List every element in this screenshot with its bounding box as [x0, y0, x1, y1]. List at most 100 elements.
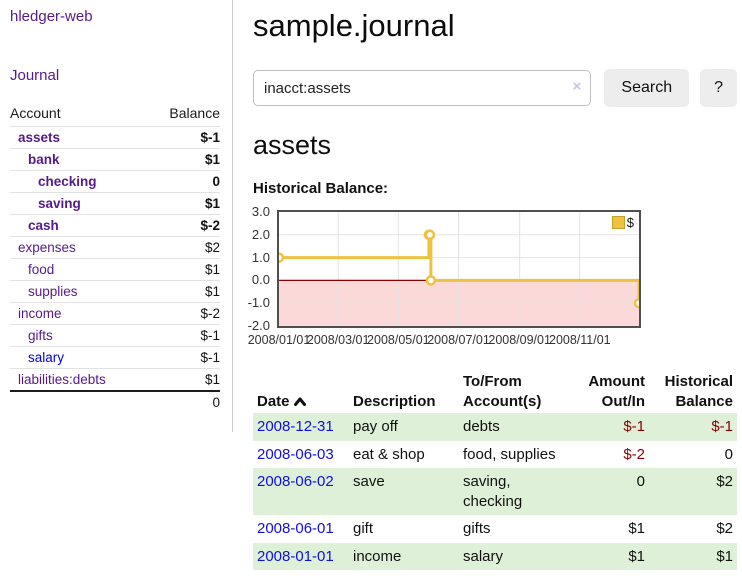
- account-row: checking 0: [10, 170, 220, 193]
- register-row: 2008-01-01 income salary $1 $1: [253, 542, 737, 570]
- account-balance: $-2: [147, 302, 220, 325]
- clear-search-icon[interactable]: ×: [572, 78, 582, 95]
- y-tick-label: 1.0: [251, 249, 270, 265]
- accounts-total-row: 0: [10, 390, 220, 413]
- register-row: 2008-06-03 eat & shop food, supplies $-2 0: [253, 441, 737, 469]
- brand-link[interactable]: hledger-web: [10, 8, 93, 25]
- account-row: income $-2: [10, 302, 220, 325]
- y-tick-label: 3.0: [251, 204, 270, 219]
- register-row: 2008-06-01 gift gifts $1 $2: [253, 515, 737, 543]
- account-link-liabilities-debts[interactable]: liabilities:debts: [18, 372, 106, 387]
- account-balance: 0: [147, 170, 220, 193]
- account-row: saving $1: [10, 192, 220, 215]
- transaction-date-link[interactable]: 2008-12-31: [257, 418, 334, 435]
- account-link-saving[interactable]: saving: [38, 196, 81, 211]
- account-link-food[interactable]: food: [28, 262, 55, 277]
- account-row: liabilities:debts $1: [10, 368, 220, 391]
- transaction-amount: $1: [577, 542, 649, 570]
- transaction-date-link[interactable]: 2008-06-02: [257, 473, 334, 490]
- transaction-description: gift: [353, 520, 374, 537]
- transaction-amount: $-2: [623, 445, 645, 463]
- account-link-income[interactable]: income: [18, 306, 62, 321]
- account-link-bank[interactable]: bank: [28, 152, 60, 167]
- search-input[interactable]: [253, 70, 592, 106]
- chart-title: Historical Balance:: [253, 180, 389, 197]
- chart-plot-area[interactable]: $: [277, 210, 641, 328]
- account-link-expenses[interactable]: expenses: [18, 240, 76, 255]
- account-row: expenses $2: [10, 236, 220, 259]
- account-balance: $1: [147, 280, 220, 303]
- accounts-header-balance: Balance: [169, 105, 220, 121]
- transaction-balance: $1: [649, 542, 737, 570]
- account-balance: $1: [147, 192, 220, 215]
- transaction-amount: 0: [577, 468, 649, 515]
- transaction-accounts: salary: [459, 542, 577, 570]
- account-row: bank $1: [10, 148, 220, 171]
- account-heading: assets: [253, 130, 332, 160]
- accounts-header-account: Account: [10, 105, 61, 121]
- account-row: gifts $-1: [10, 324, 220, 347]
- transaction-balance: 0: [724, 445, 733, 463]
- register-header-amount: Amount Out/In: [588, 373, 645, 410]
- account-balance: $-1: [147, 324, 220, 347]
- register-header-description: Description: [353, 392, 436, 410]
- account-balance: $1: [147, 368, 220, 391]
- transaction-amount: $-1: [577, 413, 649, 441]
- account-balance: $-2: [147, 214, 220, 237]
- register-row: 2008-06-02 save saving, checking 0 $2: [253, 468, 737, 515]
- transaction-date-link[interactable]: 2008-01-01: [257, 547, 334, 565]
- accounts-table: Account Balance assets $-1 bank $1 checking 0…: [10, 105, 220, 413]
- transaction-date-link[interactable]: 2008-06-01: [257, 520, 334, 537]
- account-link-cash[interactable]: cash: [28, 218, 59, 233]
- account-balance: $-1: [147, 126, 220, 149]
- chart-legend: $: [611, 215, 634, 230]
- y-tick-label: -2.0: [247, 318, 270, 333]
- y-tick-label: 2.0: [251, 226, 270, 242]
- chart-x-axis: 2008/01/01 2008/03/01 2008/05/01 2008/07/01…: [248, 333, 639, 351]
- account-row: cash $-2: [10, 214, 220, 237]
- transaction-description: income: [349, 542, 459, 570]
- chart-legend-label: $: [626, 215, 634, 230]
- register-header-balance: Historical Balance: [664, 373, 733, 410]
- transaction-date-link[interactable]: 2008-06-03: [257, 445, 334, 463]
- help-button[interactable]: ?: [700, 69, 737, 107]
- x-tick-label: 2008/05/01: [367, 333, 430, 347]
- account-row: assets $-1: [10, 126, 220, 149]
- sidebar: hledger-web Journal Account Balance asse…: [0, 0, 233, 432]
- transaction-description: eat & shop: [353, 445, 425, 463]
- account-row: supplies $1: [10, 280, 220, 303]
- series-swatch-icon: [611, 216, 625, 229]
- x-tick-label: 2008/11/01: [548, 333, 611, 347]
- account-row: food $1: [10, 258, 220, 281]
- transaction-balance: $2: [649, 468, 737, 515]
- x-tick-label: 2008/01/01: [247, 333, 311, 347]
- account-link-checking[interactable]: checking: [38, 174, 97, 189]
- account-link-assets[interactable]: assets: [18, 130, 61, 145]
- x-tick-label: 2008/07/01: [427, 333, 490, 347]
- main-content: sample.journal × Search ? assets Histori…: [248, 0, 737, 570]
- x-tick-label: 2008/09/01: [488, 333, 551, 347]
- sort-ascending-icon: [293, 392, 306, 412]
- register-header-accounts: To/From Account(s): [463, 373, 542, 410]
- sidebar-item-journal[interactable]: Journal: [10, 67, 60, 84]
- transaction-amount: $1: [628, 520, 645, 537]
- account-balance: $2: [147, 236, 220, 259]
- account-balance: $1: [147, 148, 220, 171]
- y-tick-label: -1.0: [247, 295, 270, 311]
- x-tick-label: 2008/03/01: [306, 333, 370, 347]
- register-table: Date Description To/From Account(s) Amou…: [253, 370, 737, 570]
- account-link-supplies[interactable]: supplies: [28, 284, 78, 299]
- account-row: salary $-1: [10, 346, 220, 369]
- transaction-accounts: saving, checking: [459, 468, 577, 515]
- chart-y-axis: 3.0 2.0 1.0 0.0 -1.0 -2.0: [240, 204, 272, 333]
- search-button[interactable]: Search: [604, 69, 690, 107]
- sort-by-date-header[interactable]: Date: [257, 393, 306, 410]
- account-link-gifts[interactable]: gifts: [28, 328, 53, 343]
- y-tick-label: 0.0: [251, 272, 270, 288]
- historical-balance-chart: 3.0 2.0 1.0 0.0 -1.0 -2.0 $ 2008/01/01 2008/03…: [240, 204, 737, 355]
- transaction-balance: $2: [716, 520, 733, 537]
- account-link-salary[interactable]: salary: [28, 350, 65, 365]
- transaction-description: pay off: [349, 413, 459, 441]
- search-form: × Search ?: [253, 69, 737, 107]
